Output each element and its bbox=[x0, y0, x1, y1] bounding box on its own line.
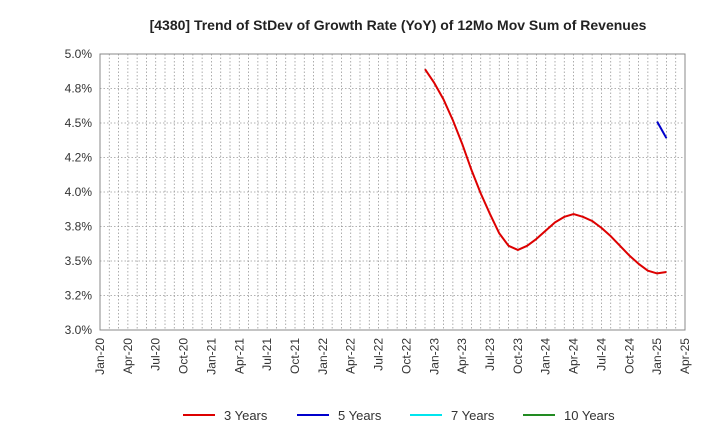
legend-label: 10 Years bbox=[564, 408, 615, 423]
legend-label: 7 Years bbox=[451, 408, 495, 423]
x-tick-label: Jan-24 bbox=[539, 338, 553, 375]
x-tick-label: Apr-21 bbox=[232, 338, 246, 374]
x-tick-label: Oct-20 bbox=[177, 338, 191, 374]
x-tick-label: Jul-20 bbox=[149, 338, 163, 371]
series-layer bbox=[424, 68, 668, 275]
series-line bbox=[656, 121, 668, 139]
plot-frame bbox=[99, 53, 686, 331]
y-tick-label: 5.0% bbox=[65, 47, 93, 61]
y-tick-label: 4.2% bbox=[65, 151, 93, 165]
x-tick-label: Oct-24 bbox=[622, 338, 636, 374]
y-tick-label: 4.8% bbox=[65, 82, 93, 96]
legend-label: 5 Years bbox=[338, 408, 382, 423]
x-tick-label: Jul-24 bbox=[594, 338, 608, 371]
x-tick-label: Jul-22 bbox=[372, 338, 386, 371]
y-axis: 5.0% 4.8% 4.5% 4.2% 4.0% 3.8% 3.5% 3.2% 3.0% bbox=[65, 47, 93, 337]
x-tick-label: Apr-23 bbox=[455, 338, 469, 374]
x-tick-label: Jul-23 bbox=[483, 338, 497, 371]
x-tick-label: Jan-23 bbox=[427, 338, 441, 375]
x-tick-label: Jan-25 bbox=[650, 338, 664, 375]
y-tick-label: 3.8% bbox=[65, 220, 93, 234]
x-tick-label: Oct-21 bbox=[288, 338, 302, 374]
x-tick-label: Jul-21 bbox=[260, 338, 274, 371]
y-tick-label: 3.0% bbox=[65, 323, 93, 337]
y-tick-label: 3.2% bbox=[65, 289, 93, 303]
x-tick-label: Jan-20 bbox=[93, 338, 107, 375]
series-line bbox=[424, 68, 667, 275]
x-tick-label: Jan-21 bbox=[204, 338, 218, 375]
x-tick-label: Apr-24 bbox=[567, 338, 581, 374]
x-axis: Jan-20 Apr-20 Jul-20 Oct-20 Jan-21 Apr-21 Jul-… bbox=[93, 338, 692, 375]
x-tick-label: Oct-23 bbox=[511, 338, 525, 374]
y-tick-label: 4.5% bbox=[65, 116, 93, 130]
legend: 3 Years 5 Years 7 Years 10 Years bbox=[183, 408, 615, 423]
y-tick-label: 3.5% bbox=[65, 254, 93, 268]
x-tick-label: Apr-25 bbox=[678, 338, 692, 374]
x-tick-label: Jan-22 bbox=[316, 338, 330, 375]
y-tick-label: 4.0% bbox=[65, 185, 93, 199]
legend-label: 3 Years bbox=[224, 408, 268, 423]
chart-title: [4380] Trend of StDev of Growth Rate (Yo… bbox=[150, 17, 647, 33]
x-tick-label: Apr-20 bbox=[121, 338, 135, 374]
x-tick-label: Oct-22 bbox=[399, 338, 413, 374]
x-tick-label: Apr-22 bbox=[344, 338, 358, 374]
grid-layer bbox=[100, 53, 685, 331]
